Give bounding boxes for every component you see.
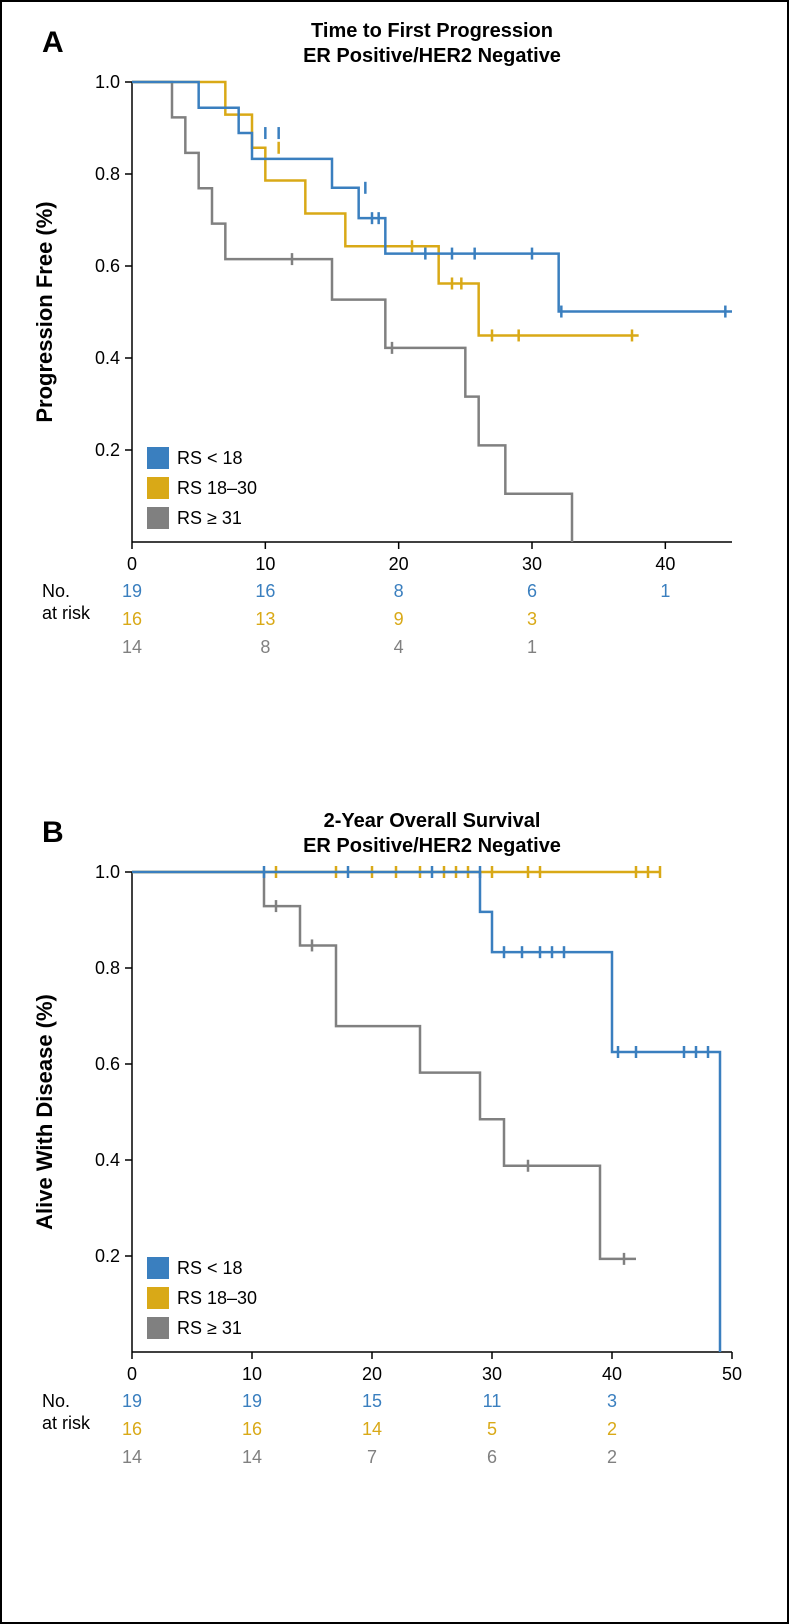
svg-text:0.8: 0.8 (95, 958, 120, 978)
svg-text:11: 11 (483, 1391, 502, 1411)
svg-text:RS ≥ 31: RS ≥ 31 (177, 508, 242, 528)
svg-text:19: 19 (242, 1391, 262, 1411)
svg-text:RS 18–30: RS 18–30 (177, 478, 257, 498)
svg-text:30: 30 (482, 1364, 502, 1384)
svg-text:14: 14 (122, 1447, 142, 1467)
svg-text:40: 40 (655, 554, 675, 574)
svg-text:A: A (42, 26, 64, 59)
svg-text:6: 6 (487, 1447, 497, 1467)
svg-text:20: 20 (362, 1364, 382, 1384)
svg-text:14: 14 (242, 1447, 262, 1467)
svg-text:0.8: 0.8 (95, 164, 120, 184)
svg-text:0.4: 0.4 (95, 348, 120, 368)
svg-text:7: 7 (367, 1447, 377, 1467)
figure-container: A Time to First Progression ER Positive/HE… (0, 0, 789, 1624)
svg-text:3: 3 (527, 609, 537, 629)
svg-text:0.6: 0.6 (95, 1054, 120, 1074)
svg-text:4: 4 (394, 637, 404, 657)
svg-text:2: 2 (607, 1447, 617, 1467)
svg-text:9: 9 (394, 609, 404, 629)
svg-text:RS < 18: RS < 18 (177, 1258, 243, 1278)
svg-text:0.4: 0.4 (95, 1150, 120, 1170)
svg-text:8: 8 (394, 581, 404, 601)
svg-text:30: 30 (522, 554, 542, 574)
svg-text:6: 6 (527, 581, 537, 601)
svg-text:8: 8 (260, 637, 270, 657)
svg-text:B: B (42, 816, 64, 849)
svg-text:1: 1 (527, 637, 537, 657)
svg-text:Time to First Progression: Time to First Progression (311, 20, 553, 42)
svg-text:RS ≥ 31: RS ≥ 31 (177, 1318, 242, 1338)
figure-svg: A Time to First Progression ER Positive/HE… (12, 12, 777, 1612)
svg-text:10: 10 (255, 554, 275, 574)
svg-text:16: 16 (122, 609, 142, 629)
svg-text:19: 19 (122, 581, 142, 601)
svg-text:16: 16 (242, 1419, 262, 1439)
svg-text:ER Positive/HER2 Negative: ER Positive/HER2 Negative (303, 45, 561, 67)
svg-text:3: 3 (607, 1391, 617, 1411)
svg-text:40: 40 (602, 1364, 622, 1384)
svg-text:14: 14 (362, 1419, 382, 1439)
svg-text:0.2: 0.2 (95, 440, 120, 460)
svg-text:2: 2 (607, 1419, 617, 1439)
svg-text:2-Year Overall Survival: 2-Year Overall Survival (324, 810, 541, 832)
svg-text:No.: No. (42, 581, 70, 601)
svg-text:15: 15 (362, 1391, 382, 1411)
svg-text:1: 1 (660, 581, 670, 601)
svg-text:13: 13 (255, 609, 275, 629)
svg-text:RS < 18: RS < 18 (177, 448, 243, 468)
svg-text:ER Positive/HER2 Negative: ER Positive/HER2 Negative (303, 835, 561, 857)
svg-text:0.6: 0.6 (95, 256, 120, 276)
svg-text:10: 10 (242, 1364, 262, 1384)
svg-text:19: 19 (122, 1391, 142, 1411)
svg-text:20: 20 (389, 554, 409, 574)
svg-text:16: 16 (122, 1419, 142, 1439)
svg-text:16: 16 (255, 581, 275, 601)
svg-text:5: 5 (487, 1419, 497, 1439)
svg-text:14: 14 (122, 637, 142, 657)
svg-text:Progression Free (%): Progression Free (%) (32, 201, 57, 422)
svg-text:50: 50 (722, 1364, 742, 1384)
svg-text:0: 0 (127, 1364, 137, 1384)
svg-text:RS 18–30: RS 18–30 (177, 1288, 257, 1308)
svg-text:Alive With Disease (%): Alive With Disease (%) (32, 994, 57, 1230)
svg-text:0.2: 0.2 (95, 1246, 120, 1266)
svg-text:1.0: 1.0 (95, 72, 120, 92)
svg-text:1.0: 1.0 (95, 862, 120, 882)
svg-text:at risk: at risk (42, 1413, 91, 1433)
svg-text:0: 0 (127, 554, 137, 574)
svg-text:No.: No. (42, 1391, 70, 1411)
svg-text:at risk: at risk (42, 603, 91, 623)
